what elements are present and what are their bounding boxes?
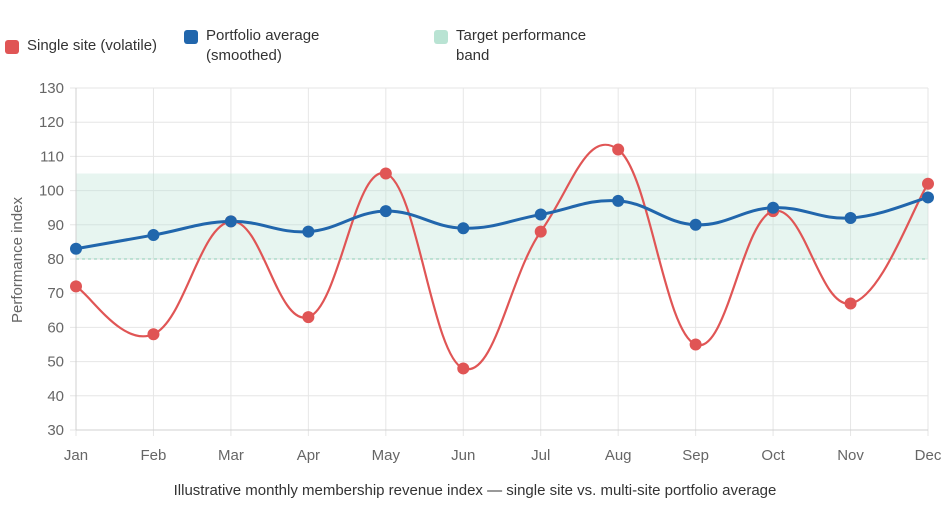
- legend: Single site (volatile) Portfolio average…: [0, 0, 950, 80]
- data-point-portfolio-average[interactable]: [689, 218, 702, 231]
- data-point-portfolio-average[interactable]: [224, 215, 237, 228]
- x-tick-label: Nov: [837, 447, 864, 464]
- x-tick-label: Apr: [297, 447, 320, 464]
- data-point-portfolio-average[interactable]: [534, 208, 547, 221]
- x-tick-label: Oct: [761, 447, 785, 464]
- x-tick-label: Jun: [451, 447, 475, 464]
- data-point-single-site[interactable]: [379, 167, 392, 180]
- legend-swatch-target-band: [434, 30, 448, 44]
- target-band: [76, 173, 928, 260]
- data-point-portfolio-average[interactable]: [70, 242, 82, 255]
- legend-item-single-site[interactable]: Single site (volatile): [5, 36, 175, 56]
- y-tick-label: 70: [47, 285, 64, 302]
- y-axis-label: Performance index: [9, 197, 26, 323]
- y-tick-label: 80: [47, 251, 64, 268]
- data-point-single-site[interactable]: [844, 297, 857, 310]
- data-point-single-site[interactable]: [534, 225, 547, 238]
- x-tick-label: Aug: [605, 447, 632, 464]
- data-point-single-site[interactable]: [457, 362, 470, 375]
- data-point-single-site[interactable]: [612, 143, 625, 156]
- legend-label-target-band: Target performance band: [456, 27, 587, 64]
- data-point-portfolio-average[interactable]: [767, 201, 780, 214]
- data-point-portfolio-average[interactable]: [302, 225, 315, 238]
- legend-swatch-portfolio-average: [184, 30, 198, 44]
- series: [70, 143, 934, 375]
- x-tick-label: Jan: [64, 447, 88, 464]
- data-point-portfolio-average[interactable]: [844, 211, 857, 224]
- data-point-portfolio-average[interactable]: [922, 191, 934, 204]
- data-point-single-site[interactable]: [147, 328, 160, 341]
- y-tick-label: 110: [40, 148, 64, 165]
- data-point-portfolio-average[interactable]: [379, 205, 392, 218]
- x-tick-label: Dec: [915, 447, 942, 464]
- data-point-single-site[interactable]: [689, 338, 702, 351]
- data-point-single-site[interactable]: [70, 280, 82, 293]
- x-tick-label: May: [372, 447, 401, 464]
- y-tick-label: 50: [47, 354, 64, 371]
- legend-label-single-site: Single site (volatile): [27, 37, 158, 54]
- legend-item-portfolio-average[interactable]: Portfolio average (smoothed): [184, 26, 354, 66]
- data-point-single-site[interactable]: [922, 177, 934, 190]
- x-tick-label: Mar: [218, 447, 244, 464]
- legend-label-portfolio-average: Portfolio average (smoothed): [206, 27, 320, 64]
- axes: 30 40 50 60 70 80 90 100 110 120 130 Jan Feb Mar Apr Ma…: [39, 80, 942, 464]
- y-tick-label: 60: [47, 319, 64, 336]
- y-tick-label: 40: [47, 388, 64, 405]
- y-tick-label: 90: [47, 217, 64, 234]
- data-point-portfolio-average[interactable]: [147, 229, 160, 242]
- x-tick-label: Jul: [531, 447, 550, 464]
- y-tick-label: 100: [39, 183, 64, 200]
- data-point-portfolio-average[interactable]: [457, 222, 470, 235]
- data-point-portfolio-average[interactable]: [612, 194, 625, 207]
- target-band-area: [76, 173, 928, 259]
- x-tick-label: Sep: [682, 447, 709, 464]
- x-tick-label: Feb: [141, 447, 167, 464]
- legend-swatch-single-site: [5, 40, 19, 54]
- y-tick-label: 120: [39, 114, 64, 131]
- legend-item-target-band[interactable]: Target performance band: [434, 26, 614, 66]
- data-point-single-site[interactable]: [302, 311, 315, 324]
- x-axis-label: Illustrative monthly membership revenue …: [174, 482, 777, 499]
- y-tick-label: 130: [39, 80, 64, 97]
- y-tick-label: 30: [47, 422, 64, 439]
